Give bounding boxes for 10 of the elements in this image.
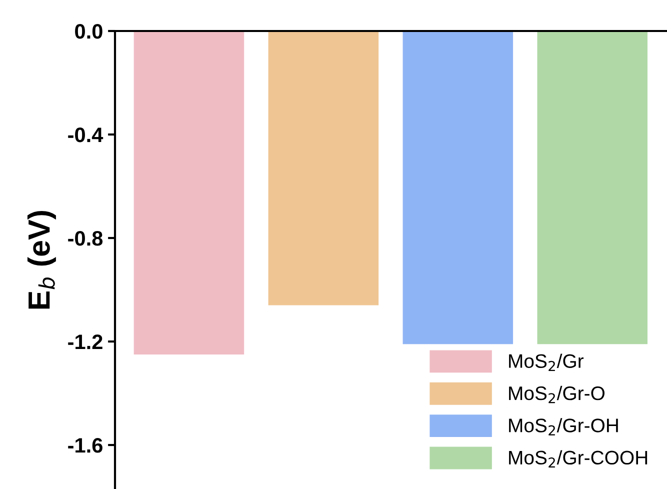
y-tick-label: -1.2 (68, 334, 102, 350)
legend-label: MoS$_{2}$/Gr-OH (509, 418, 618, 436)
legend-label: MoS$_{2}$/Gr (509, 354, 584, 371)
legend-label: MoS$_{2}$/Gr-O (509, 386, 604, 404)
y-tick-label: 0.0 (75, 24, 102, 39)
y-axis-title: E$_{b}$ (eV) (27, 210, 56, 309)
y-tick-label: -0.8 (68, 231, 103, 246)
y-tick-label: -1.6 (68, 438, 102, 453)
y-tick-label: -0.4 (68, 128, 104, 142)
legend-label: MoS$_{2}$/Gr-COOH (509, 450, 648, 468)
